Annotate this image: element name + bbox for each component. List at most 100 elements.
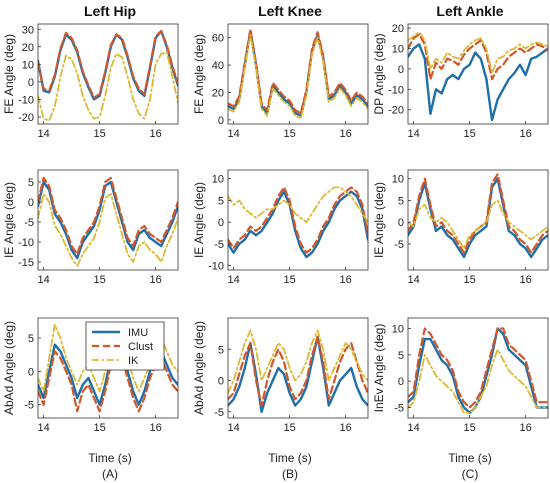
series-line-imu <box>38 180 178 260</box>
series-line-clust <box>228 335 368 407</box>
x-tick-label: 15 <box>93 128 105 140</box>
x-tick-label: 16 <box>339 128 351 140</box>
legend: IMU Clust IK <box>85 321 165 371</box>
x-tick-label: 16 <box>149 274 161 286</box>
y-axis-label: DP Angle (deg) <box>372 33 386 114</box>
y-tick-label: 20 <box>22 42 34 54</box>
y-tick-label: -10 <box>208 261 224 273</box>
series-line-ik <box>228 34 368 120</box>
series-line-ik <box>408 348 548 414</box>
panel-knee-abad: 14 15 16 -5 0 5 AbAd Angle (deg) <box>192 317 369 434</box>
panel-knee-ie: 14 15 16 -10 -5 0 5 10 IE Angle (deg) <box>192 169 369 286</box>
y-tick-label: -5 <box>394 402 404 414</box>
y-tick-label: 0 <box>398 64 404 76</box>
series-group <box>408 173 548 259</box>
series-group <box>228 329 368 413</box>
x-axis-label-ankle: Time (s) <box>448 451 492 465</box>
y-tick-label: 20 <box>392 23 404 35</box>
y-tick-label: 10 <box>392 324 404 336</box>
y-tick-label: 5 <box>218 344 224 356</box>
series-line-clust <box>408 327 548 409</box>
y-tick-label: 5 <box>218 195 224 207</box>
y-tick-label: 10 <box>392 174 404 186</box>
panel-hip-fe: 14 15 16 -20 -10 0 10 20 30 FE Angle (deg) <box>2 23 179 140</box>
y-tick-label: -20 <box>388 105 404 117</box>
x-tick-label: 16 <box>519 274 531 286</box>
series-line-clust <box>408 33 548 81</box>
y-axis-label: InEv Angle (deg) <box>372 324 386 413</box>
column-title-ankle: Left Ankle <box>436 3 503 19</box>
y-tick-label: -20 <box>18 112 34 124</box>
series-line-ik <box>38 51 178 122</box>
panel-tags: (A) (B) (C) <box>102 467 478 481</box>
axes-frame <box>37 23 179 125</box>
axes-frame <box>227 317 369 419</box>
x-tick-label: 16 <box>519 128 531 140</box>
y-tick-label: 10 <box>22 59 34 71</box>
y-tick-label: 20 <box>212 87 224 99</box>
series-line-ik <box>228 186 368 224</box>
y-tick-label: 0 <box>218 115 224 127</box>
x-tick-label: 15 <box>463 128 475 140</box>
y-tick-label: -10 <box>18 237 34 249</box>
series-group <box>228 28 368 120</box>
y-axis-label: FE Angle (deg) <box>2 34 16 114</box>
y-tick-label: -5 <box>24 217 34 229</box>
panel-tag-b: (B) <box>282 467 298 481</box>
panel-ankle-inev: 14 15 16 -5 0 5 10 InEv Angle (deg) <box>372 317 549 434</box>
legend-label-ik: IK <box>128 355 139 367</box>
y-tick-label: 60 <box>212 33 224 45</box>
x-tick-label: 15 <box>283 274 295 286</box>
x-tick-label: 14 <box>407 128 419 140</box>
y-axis-label: IE Angle (deg) <box>372 182 386 258</box>
y-tick-label: 0 <box>398 217 404 229</box>
series-line-ik <box>408 199 548 250</box>
y-tick-label: 0 <box>28 77 34 89</box>
x-tick-label: 14 <box>227 128 239 140</box>
series-line-clust <box>38 29 178 99</box>
x-tick-label: 14 <box>37 274 49 286</box>
y-tick-label: 40 <box>212 60 224 72</box>
y-tick-label: 0 <box>398 376 404 388</box>
series-group <box>38 29 178 122</box>
x-tick-label: 15 <box>463 422 475 434</box>
series-line-imu <box>228 190 368 259</box>
y-tick-label: -5 <box>24 400 34 412</box>
legend-label-clust: Clust <box>128 341 153 353</box>
series-line-imu <box>408 327 548 414</box>
axes-frame <box>227 169 369 271</box>
x-tick-label: 15 <box>93 422 105 434</box>
y-tick-label: -5 <box>214 407 224 419</box>
series-group <box>228 186 368 259</box>
series-group <box>408 327 548 414</box>
series-line-ik <box>408 31 548 74</box>
panels: 14 15 16 -20 -10 0 10 20 30 FE Angle (deg) 14 15 16 0… <box>2 23 549 434</box>
x-tick-label: 15 <box>463 274 475 286</box>
axes-frame <box>407 317 549 419</box>
y-tick-label: 5 <box>398 350 404 362</box>
x-axis-label-knee: Time (s) <box>268 451 312 465</box>
x-tick-label: 14 <box>227 274 239 286</box>
y-axis-label: AbAd Angle (deg) <box>2 321 16 415</box>
series-line-clust <box>228 186 368 254</box>
legend-label-imu: IMU <box>128 327 148 339</box>
y-axis-label: IE Angle (deg) <box>2 182 16 258</box>
column-title-knee: Left Knee <box>258 3 322 19</box>
y-tick-label: 10 <box>392 43 404 55</box>
y-axis-label: AbAd Angle (deg) <box>192 321 206 415</box>
y-tick-label: -10 <box>18 94 34 106</box>
x-axis-labels: Time (s) Time (s) Time (s) <box>88 451 492 465</box>
y-tick-label: -15 <box>18 257 34 269</box>
x-tick-label: 15 <box>283 422 295 434</box>
y-tick-label: 5 <box>398 195 404 207</box>
y-tick-label: 10 <box>212 174 224 186</box>
series-line-clust <box>228 28 368 115</box>
series-line-clust <box>38 176 178 256</box>
axes-frame <box>407 23 549 125</box>
y-tick-label: 5 <box>28 333 34 345</box>
axes-frame <box>407 169 549 271</box>
x-tick-label: 14 <box>37 128 49 140</box>
x-tick-label: 16 <box>339 274 351 286</box>
x-tick-label: 15 <box>283 128 295 140</box>
x-tick-label: 14 <box>407 274 419 286</box>
